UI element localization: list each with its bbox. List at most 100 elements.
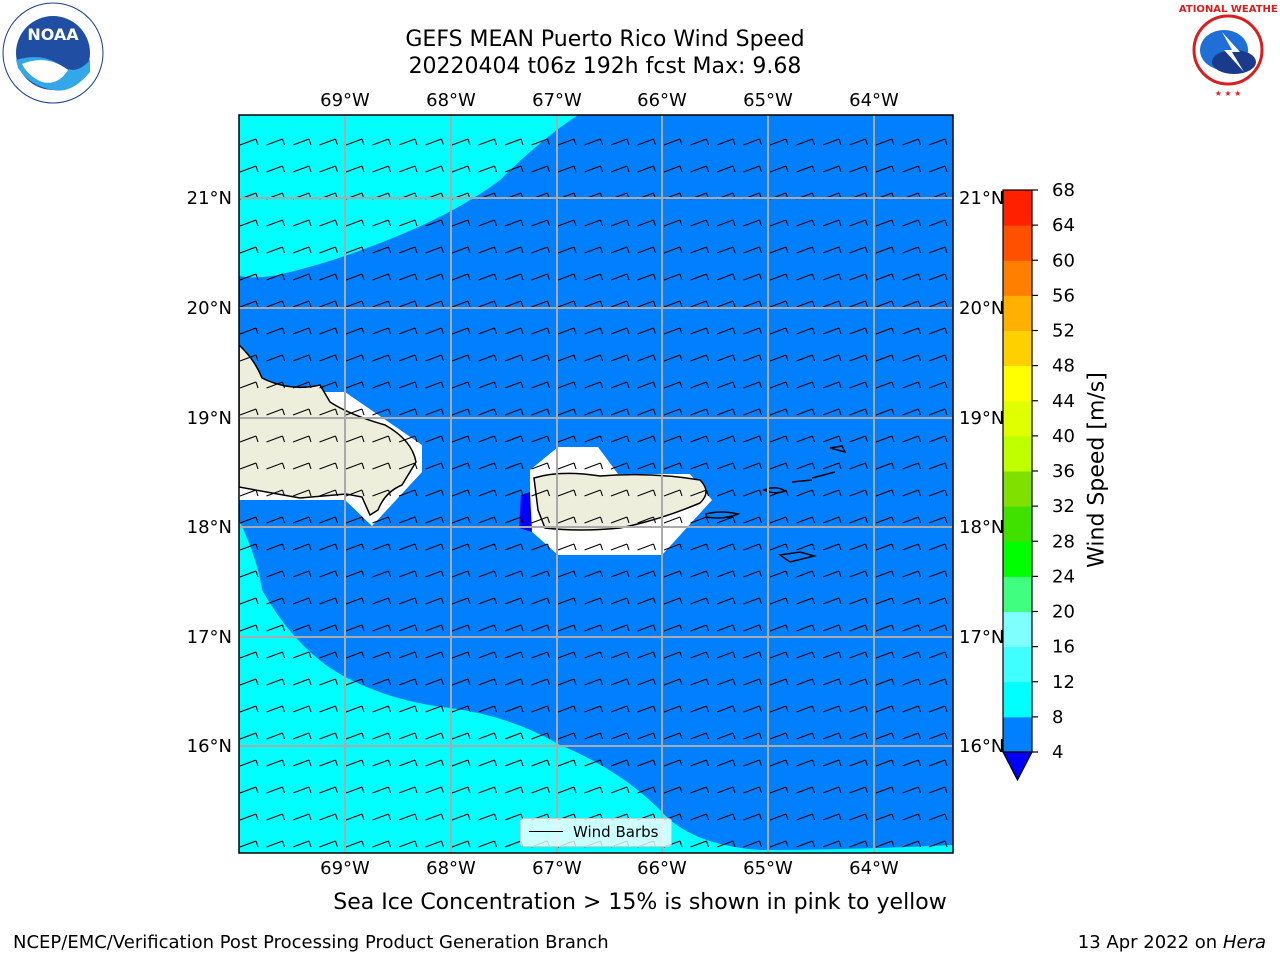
wind-barb [372,678,392,686]
wind-barb [239,840,259,848]
wind-barb [610,138,630,146]
colorbar-segment [1003,330,1032,367]
wind-barb [769,327,789,335]
colorbar-tick-label: 68 [1052,180,1075,201]
wind-barb [902,408,922,416]
wind-band-8-12-south [239,520,953,853]
wind-barb [849,813,869,821]
wind-barb [769,489,789,497]
colorbar-tick-label: 28 [1052,531,1075,552]
wind-barb [239,705,259,713]
wind-barb [743,543,763,551]
wind-barb [849,570,869,578]
colorbar-tick-label: 32 [1052,496,1075,517]
wind-barb [769,138,789,146]
wind-barb [849,354,869,362]
wind-barb [928,597,948,605]
wind-barb [557,651,577,659]
wind-barb [345,489,365,497]
wind-barb [504,165,524,173]
wind-barb [743,273,763,281]
wind-barb [637,246,657,254]
wind-barb [690,327,710,335]
wind-barb [504,354,524,362]
wind-barb [796,678,816,686]
wind-barb [504,678,524,686]
wind-barb [239,138,259,146]
wind-barb [637,165,657,173]
wind-barb [451,516,471,524]
wind-barb [319,408,339,416]
wind-barb [239,165,259,173]
wind-barb [928,840,948,848]
wind-barb [716,786,736,794]
wind-barb [504,219,524,227]
wind-barb [690,516,710,524]
wind-barb [266,786,286,794]
footer-machine: Hera [1222,932,1266,953]
colorbar-tick-label: 40 [1052,426,1075,447]
wind-barb [451,273,471,281]
wind-barb [319,705,339,713]
chart-subtitle: 20220404 t06z 192h fcst Max: 9.68 [408,54,802,79]
wind-barb [743,462,763,470]
wind-barb [292,786,312,794]
wind-barb [398,300,418,308]
wind-barb [557,381,577,389]
wind-barb [319,246,339,254]
wind-barb [822,759,842,767]
wind-barb [345,597,365,605]
wind-barb [425,489,445,497]
wind-barb [504,462,524,470]
wind-barb [531,651,551,659]
wind-barb [716,327,736,335]
wind-barb [292,354,312,362]
wind-barb [610,786,630,794]
lon-tick-label-bottom: 68°W [426,858,476,879]
wind-barb [663,381,683,389]
wind-barb [928,570,948,578]
wind-barb [266,651,286,659]
wind-barb [716,381,736,389]
lon-tick-label-top: 69°W [320,90,370,111]
wind-barb [769,705,789,713]
wind-barb [610,651,630,659]
wind-barb [292,705,312,713]
wind-barb [319,597,339,605]
wind-barb [610,408,630,416]
wind-barb [292,165,312,173]
wind-barb [690,489,710,497]
wind-barb [796,138,816,146]
wind-barb [319,489,339,497]
wind-barb [849,165,869,173]
wind-barb [531,543,551,551]
wind-barb [372,381,392,389]
wind-barb [822,570,842,578]
wind-barb [690,408,710,416]
wind-barb [769,300,789,308]
wind-barb [743,840,763,848]
wind-barb [822,246,842,254]
wind-barb [902,678,922,686]
wind-barb [451,759,471,767]
wind-barb [345,462,365,470]
wind-barb [372,597,392,605]
wind-barb [319,435,339,443]
wind-barb [451,300,471,308]
wind-barb [769,273,789,281]
map-tick-labels: 69°W 69°W 68°W 68°W 67°W 67°W 66°W 66°W 65°W 65°W… [187,90,1005,879]
wind-barb [557,408,577,416]
wind-barb [292,597,312,605]
wind-barb [478,246,498,254]
wind-barb [425,300,445,308]
wind-barb [292,381,312,389]
wind-barb [451,786,471,794]
wind-barb [292,408,312,416]
wind-barb [796,327,816,335]
wind-barb [743,381,763,389]
wind-barb [372,732,392,740]
wind-barb [478,732,498,740]
wind-barb [451,354,471,362]
wind-barb [478,327,498,335]
wind-barb [451,408,471,416]
